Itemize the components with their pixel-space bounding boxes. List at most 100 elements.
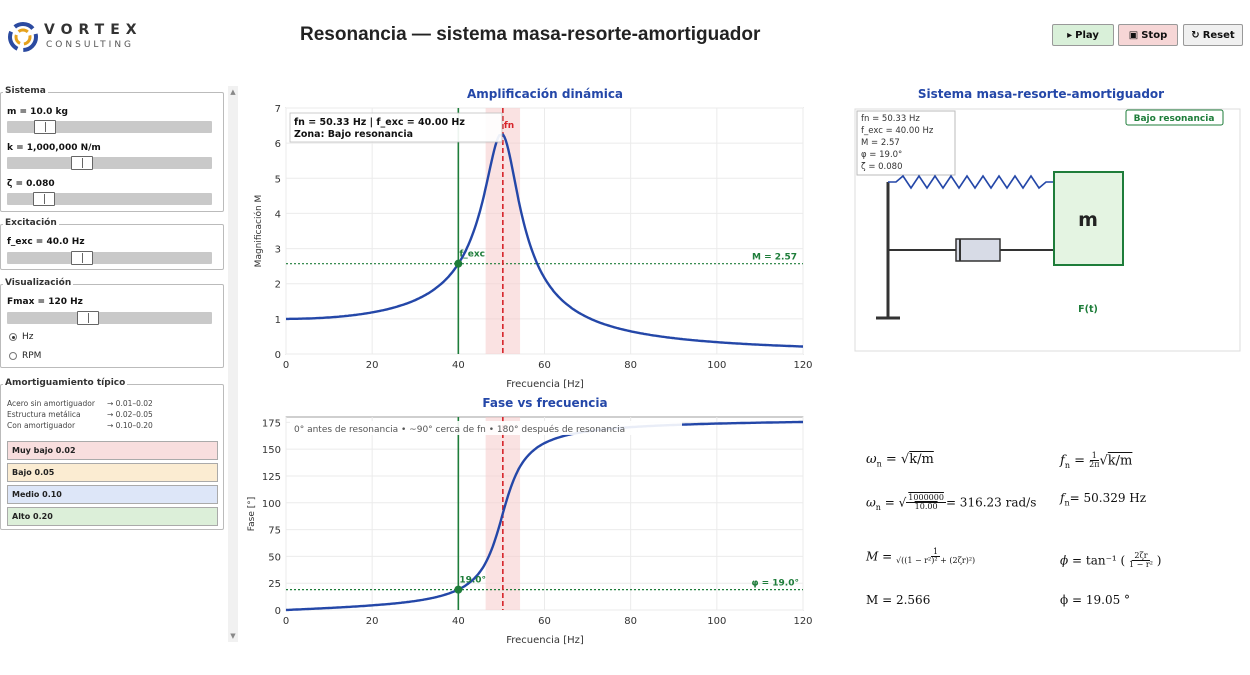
unit-radio-hz-label: Hz <box>22 332 34 342</box>
damper-icon <box>955 238 1001 262</box>
group-title-visualizacion: Visualización <box>3 278 74 288</box>
mass-slider[interactable] <box>7 120 212 134</box>
x-tick-labels: 0 20 40 60 80 100 120 <box>283 360 813 371</box>
y-tick-label: 3 <box>275 245 281 256</box>
ref-name: Estructura metálica <box>7 410 81 419</box>
damping-slider-thumb[interactable] <box>32 192 55 206</box>
panel-scrollbar[interactable]: ▲ ▼ <box>228 86 238 642</box>
reset-label: Reset <box>1202 29 1235 41</box>
preset-alto-button[interactable]: Alto 0.20 <box>7 507 218 526</box>
control-panel: Sistema m = 10.0 kg k = 1,000,000 N/m ζ … <box>0 86 228 642</box>
fexc-slider-thumb[interactable] <box>71 251 94 265</box>
excitation-marker-label: 19.0° <box>459 576 486 586</box>
zone-badge <box>1125 109 1224 126</box>
x-tick-label: 60 <box>538 360 551 371</box>
vortex-logo-icon <box>8 22 38 52</box>
play-icon: ▸ <box>1067 29 1073 41</box>
page-title: Resonancia — sistema masa-resorte-amorti… <box>300 24 761 45</box>
magnification-curve <box>286 133 803 348</box>
stiffness-label: k = 1,000,000 N/m <box>7 143 101 153</box>
preset-medio-button[interactable]: Medio 0.10 <box>7 485 218 504</box>
ref-name: Con amortiguador <box>7 421 76 430</box>
stop-icon: ▣ <box>1128 29 1139 41</box>
fexc-slider[interactable] <box>7 251 212 265</box>
fn-subscript: n <box>1064 460 1070 470</box>
stiffness-slider[interactable] <box>7 156 212 170</box>
omega-result: = 316.23 rad/s <box>945 495 1037 510</box>
x-tick-label: 120 <box>793 360 812 371</box>
mass-slider-thumb[interactable] <box>34 120 57 134</box>
unit-radio-rpm[interactable]: RPM <box>9 351 41 361</box>
play-label: Play <box>1075 29 1099 41</box>
y-tick-label: 7 <box>275 104 281 115</box>
stop-label: Stop <box>1141 29 1168 41</box>
ref-range: → 0.10–0.20 <box>107 421 153 430</box>
brand-logo: VORTEX CONSULTING <box>6 20 156 54</box>
group-title-sistema: Sistema <box>3 86 48 96</box>
chart-title: Amplificación dinámica <box>467 87 623 101</box>
preset-muy-bajo-button[interactable]: Muy bajo 0.02 <box>7 441 218 460</box>
magnification-value: M = 2.566 <box>866 593 931 607</box>
gridlines <box>285 417 804 611</box>
radio-checked-icon <box>9 333 17 341</box>
mass-block <box>1053 171 1124 266</box>
excitation-marker-label: f_exc <box>459 250 485 260</box>
omega-definition: ωn = √k/m <box>866 452 934 469</box>
damping-slider[interactable] <box>7 192 212 206</box>
y-tick-label: 175 <box>262 418 281 429</box>
group-title-amortiguamiento: Amortiguamiento típico <box>3 378 128 388</box>
hline-label: φ = 19.0° <box>751 579 799 589</box>
x-tick-label: 20 <box>366 616 379 627</box>
x-tick-label: 120 <box>793 616 812 627</box>
stop-button[interactable]: ▣ Stop <box>1118 24 1178 46</box>
magnification-formula: M = 1 √((1 − r²)² + (2ζr)²) <box>866 547 976 566</box>
hline-label: M = 2.57 <box>752 253 797 263</box>
y-tick-label: 25 <box>268 579 281 590</box>
y-tick-labels: 0 25 50 75 100 125 150 175 <box>262 418 281 617</box>
schematic-panel: Sistema masa-resorte-amortiguador fn = 5… <box>854 87 1241 352</box>
phase-formula: ϕ = tan⁻¹ ( 2ζr 1 − r² ) <box>1060 551 1162 570</box>
scroll-down-icon[interactable]: ▼ <box>230 632 236 640</box>
reset-button[interactable]: ↻ Reset <box>1183 24 1243 46</box>
x-tick-label: 60 <box>538 616 551 627</box>
schematic-info-line: M = 2.57 <box>861 138 900 148</box>
stiffness-slider-thumb[interactable] <box>71 156 94 170</box>
x-tick-label: 0 <box>283 616 289 627</box>
fn-result: = 50.329 Hz <box>1069 491 1147 505</box>
preset-bajo-button[interactable]: Bajo 0.05 <box>7 463 218 482</box>
group-amortiguamiento: Amortiguamiento típico Acero sin amortig… <box>0 378 224 530</box>
x-axis-label: Frecuencia [Hz] <box>506 635 584 646</box>
reset-icon: ↻ <box>1191 29 1200 41</box>
schematic-info-line: fn = 50.33 Hz <box>861 114 920 124</box>
y-tick-label: 5 <box>275 174 281 185</box>
phase-value: ϕ = 19.05 ° <box>1060 593 1131 607</box>
omega-symbol: ω <box>866 452 877 467</box>
x-axis-label: Frecuencia [Hz] <box>506 379 584 390</box>
play-button[interactable]: ▸ Play <box>1052 24 1114 46</box>
y-tick-label: 50 <box>268 552 281 563</box>
fn-marker-label: fn <box>504 121 514 131</box>
omega-denominator: 10.00 <box>914 502 938 512</box>
fmax-slider-thumb[interactable] <box>76 311 99 325</box>
schematic-info-line: ζ = 0.080 <box>861 162 902 172</box>
fmax-slider[interactable] <box>7 311 212 325</box>
scroll-up-icon[interactable]: ▲ <box>230 88 236 96</box>
y-tick-label: 150 <box>262 445 281 456</box>
mass-block-label: m <box>1078 209 1098 231</box>
y-tick-label: 100 <box>262 499 281 510</box>
omega-radicand: k/m <box>909 452 934 467</box>
y-tick-label: 4 <box>275 209 281 220</box>
force-label: F(t) <box>1078 304 1098 315</box>
unit-radio-hz[interactable]: Hz <box>9 332 34 342</box>
ref-name: Acero sin amortiguador <box>7 399 95 408</box>
phase-note: 0° antes de resonancia • ~90° cerca de f… <box>294 424 625 435</box>
y-axis-label: Fase [°] <box>247 497 257 531</box>
group-sistema: Sistema m = 10.0 kg k = 1,000,000 N/m ζ … <box>0 86 224 212</box>
spring-icon <box>888 174 1053 190</box>
x-tick-label: 40 <box>452 616 465 627</box>
gridlines <box>285 107 804 355</box>
y-tick-label: 75 <box>268 526 281 537</box>
radio-unchecked-icon <box>9 352 17 360</box>
fexc-label: f_exc = 40.0 Hz <box>7 237 85 247</box>
